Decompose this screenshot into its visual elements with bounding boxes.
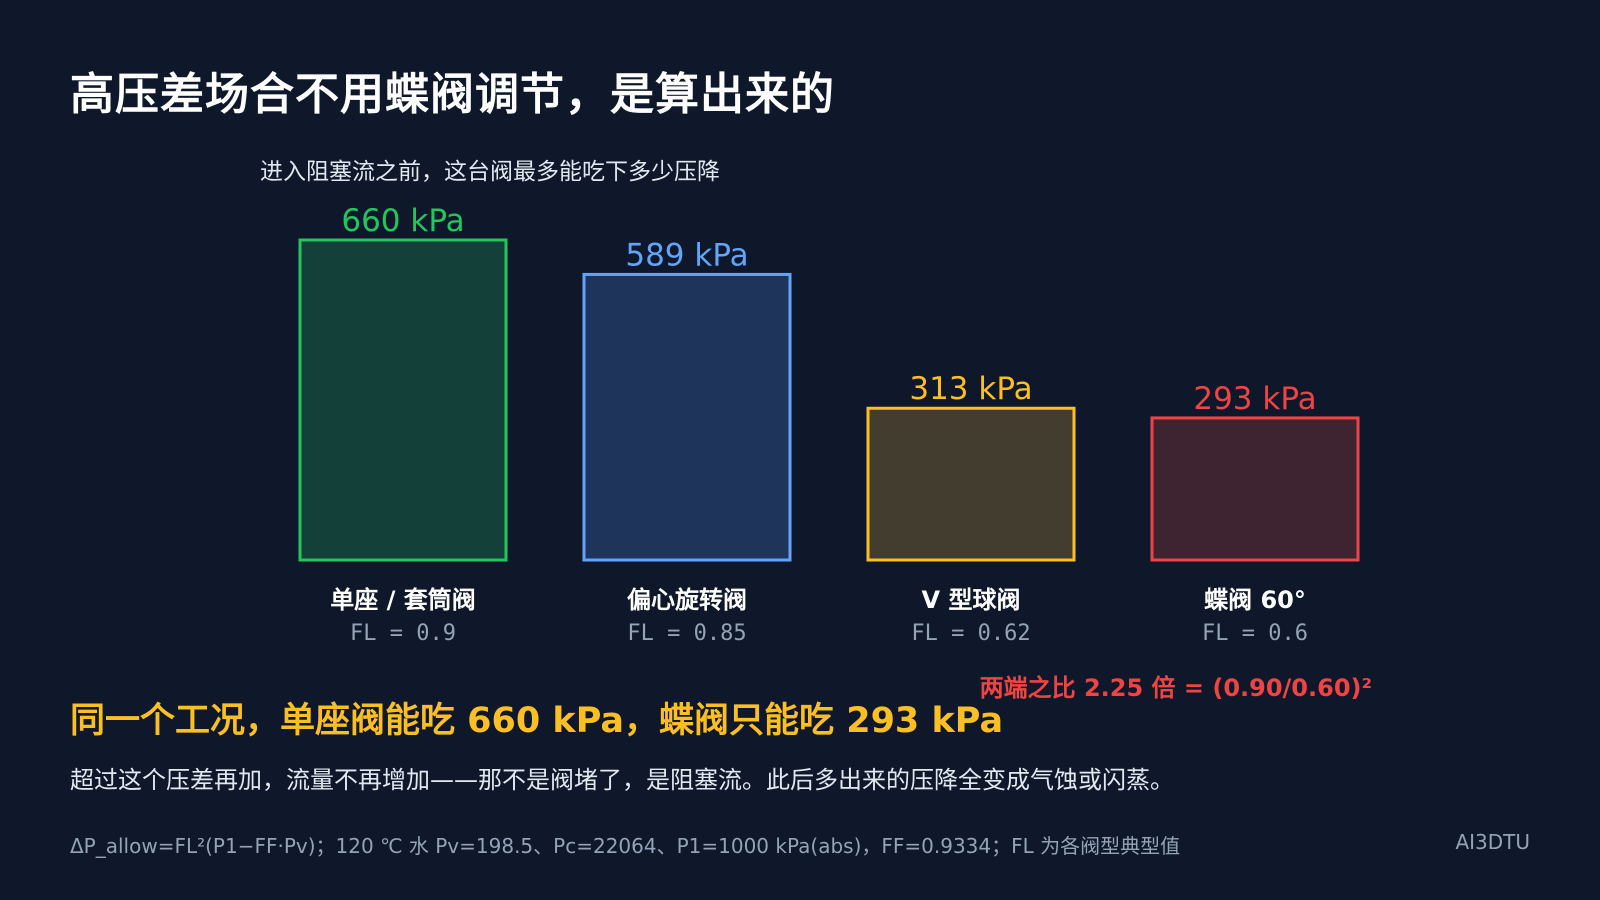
fl-label: FL = 0.9 <box>350 621 456 646</box>
bar <box>298 238 508 562</box>
bar-value-label: 313 kPa <box>909 371 1032 407</box>
category-label: 单座 / 套筒阀 <box>330 586 475 614</box>
brand-watermark: AI3DTU <box>1455 830 1530 854</box>
bar <box>1150 416 1360 562</box>
category-label: 偏心旋转阀 <box>627 586 747 614</box>
page-title: 高压差场合不用蝶阀调节，是算出来的 <box>70 69 835 120</box>
bar-value-label: 589 kPa <box>625 237 748 273</box>
bar-value-label: 660 kPa <box>341 203 464 239</box>
bar <box>866 406 1076 562</box>
chart-title: 进入阻塞流之前，这台阀最多能吃下多少压降 <box>260 159 720 185</box>
ratio-annotation: 两端之比 2.25 倍 = (0.90/0.60)² <box>979 674 1372 702</box>
bar-value-label: 293 kPa <box>1193 381 1316 417</box>
fl-label: FL = 0.85 <box>627 621 746 646</box>
category-label: V 型球阀 <box>922 586 1021 614</box>
explanation-text: 超过这个压差再加，流量不再增加——那不是阀堵了，是阻塞流。此后多出来的压降全变成… <box>70 766 1174 794</box>
bar-chart: 660 kPa 单座 / 套筒阀 FL = 0.9 589 kPa 偏心旋转阀 FL = … <box>298 203 1360 646</box>
headline: 同一个工况，单座阀能吃 660 kPa，蝶阀只能吃 293 kPa <box>70 701 1004 741</box>
bar <box>582 272 792 562</box>
fl-label: FL = 0.62 <box>911 621 1030 646</box>
category-label: 蝶阀 60° <box>1204 586 1306 614</box>
formula-footnote: ΔP_allow=FL²(P1−FF·Pv)；120 ℃ 水 Pv=198.5、… <box>70 834 1181 858</box>
fl-label: FL = 0.6 <box>1202 621 1308 646</box>
